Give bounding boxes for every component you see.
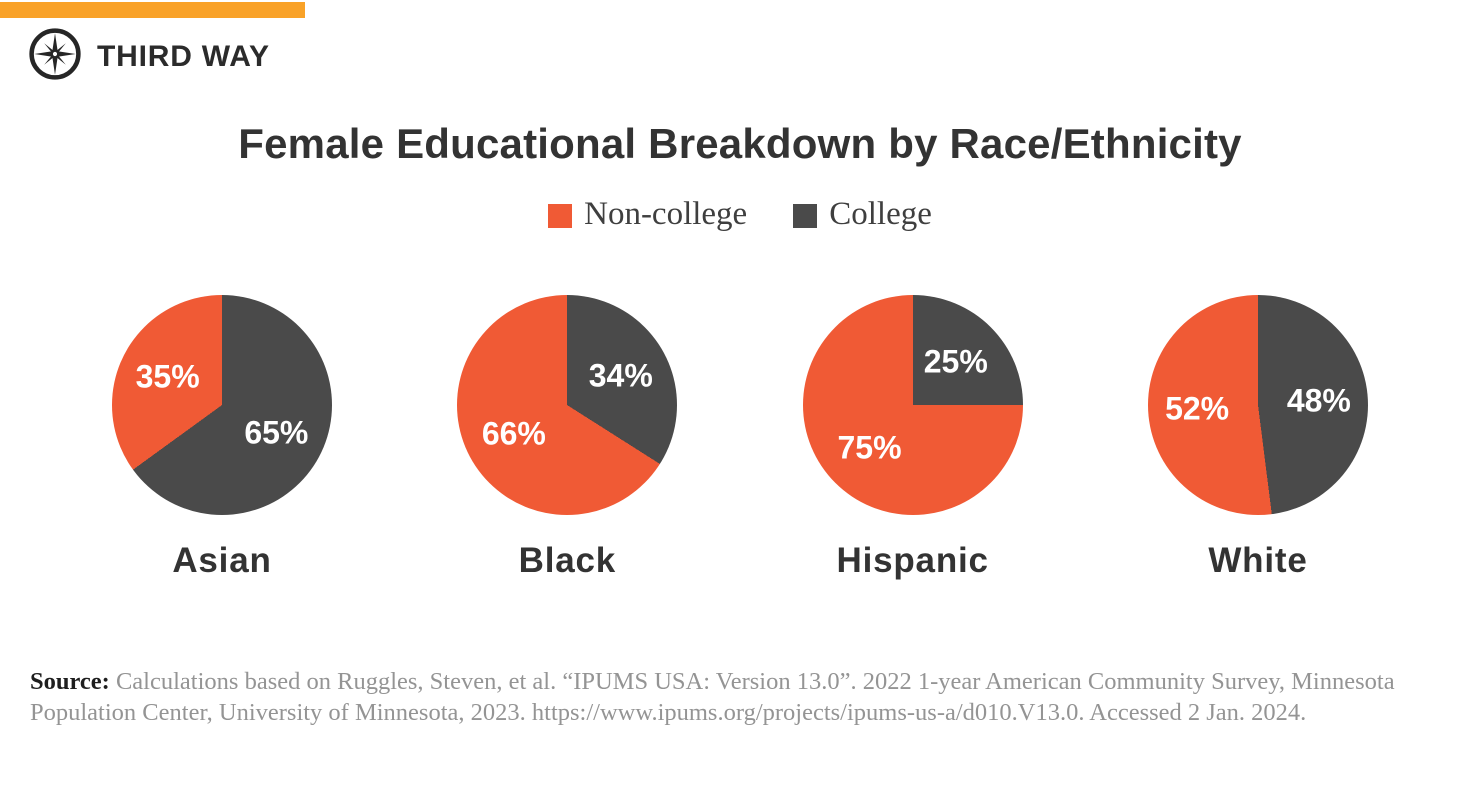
category-label: Hispanic bbox=[836, 541, 989, 580]
non-college-slice-label: 35% bbox=[135, 358, 200, 395]
category-label: Asian bbox=[172, 541, 272, 580]
brand-name: THIRD WAY bbox=[97, 39, 270, 73]
pie-asian: 65% 35% bbox=[112, 295, 332, 515]
legend-swatch bbox=[548, 203, 573, 228]
pie-charts-row: 65% 35% Asian 34% 66% Black 25% 75% Hispanic 48% 5… bbox=[112, 295, 1368, 581]
legend-label: Non-college bbox=[584, 196, 748, 232]
college-slice-label: 48% bbox=[1286, 382, 1351, 419]
page-title: Female Educational Breakdown by Race/Eth… bbox=[238, 120, 1242, 167]
pie-chart-hispanic: 25% 75% Hispanic bbox=[802, 295, 1023, 581]
pie-chart-white: 48% 52% White bbox=[1147, 295, 1368, 581]
pie-chart-black: 34% 66% Black bbox=[457, 295, 678, 581]
college-slice-label: 25% bbox=[923, 343, 988, 380]
compass-icon bbox=[28, 27, 82, 86]
category-label: White bbox=[1208, 541, 1308, 580]
source-label: Source: bbox=[30, 668, 110, 695]
chart-legend: Non-college College bbox=[0, 196, 1480, 233]
source-text: Calculations based on Ruggles, Steven, e… bbox=[30, 668, 1395, 726]
pie-white: 48% 52% bbox=[1147, 295, 1368, 515]
category-label: Black bbox=[518, 541, 617, 580]
pie-black: 34% 66% bbox=[457, 295, 678, 515]
pie-hispanic: 25% 75% bbox=[802, 295, 1023, 515]
non-college-slice-label: 75% bbox=[837, 429, 902, 466]
college-slice-label: 34% bbox=[588, 357, 653, 394]
college-slice-label: 65% bbox=[244, 414, 309, 451]
brand-logo: THIRD WAY bbox=[28, 27, 270, 86]
source-note: Source: Calculations based on Ruggles, S… bbox=[30, 666, 1442, 728]
legend-label: College bbox=[829, 196, 932, 232]
non-college-slice-label: 52% bbox=[1165, 390, 1230, 427]
non-college-slice-label: 66% bbox=[481, 415, 546, 452]
legend-swatch bbox=[793, 203, 818, 228]
pie-chart-asian: 65% 35% Asian bbox=[112, 295, 332, 581]
top-accent-bar bbox=[0, 2, 305, 18]
legend-item-non-college: Non-college bbox=[548, 196, 747, 233]
legend-item-college: College bbox=[793, 196, 932, 233]
